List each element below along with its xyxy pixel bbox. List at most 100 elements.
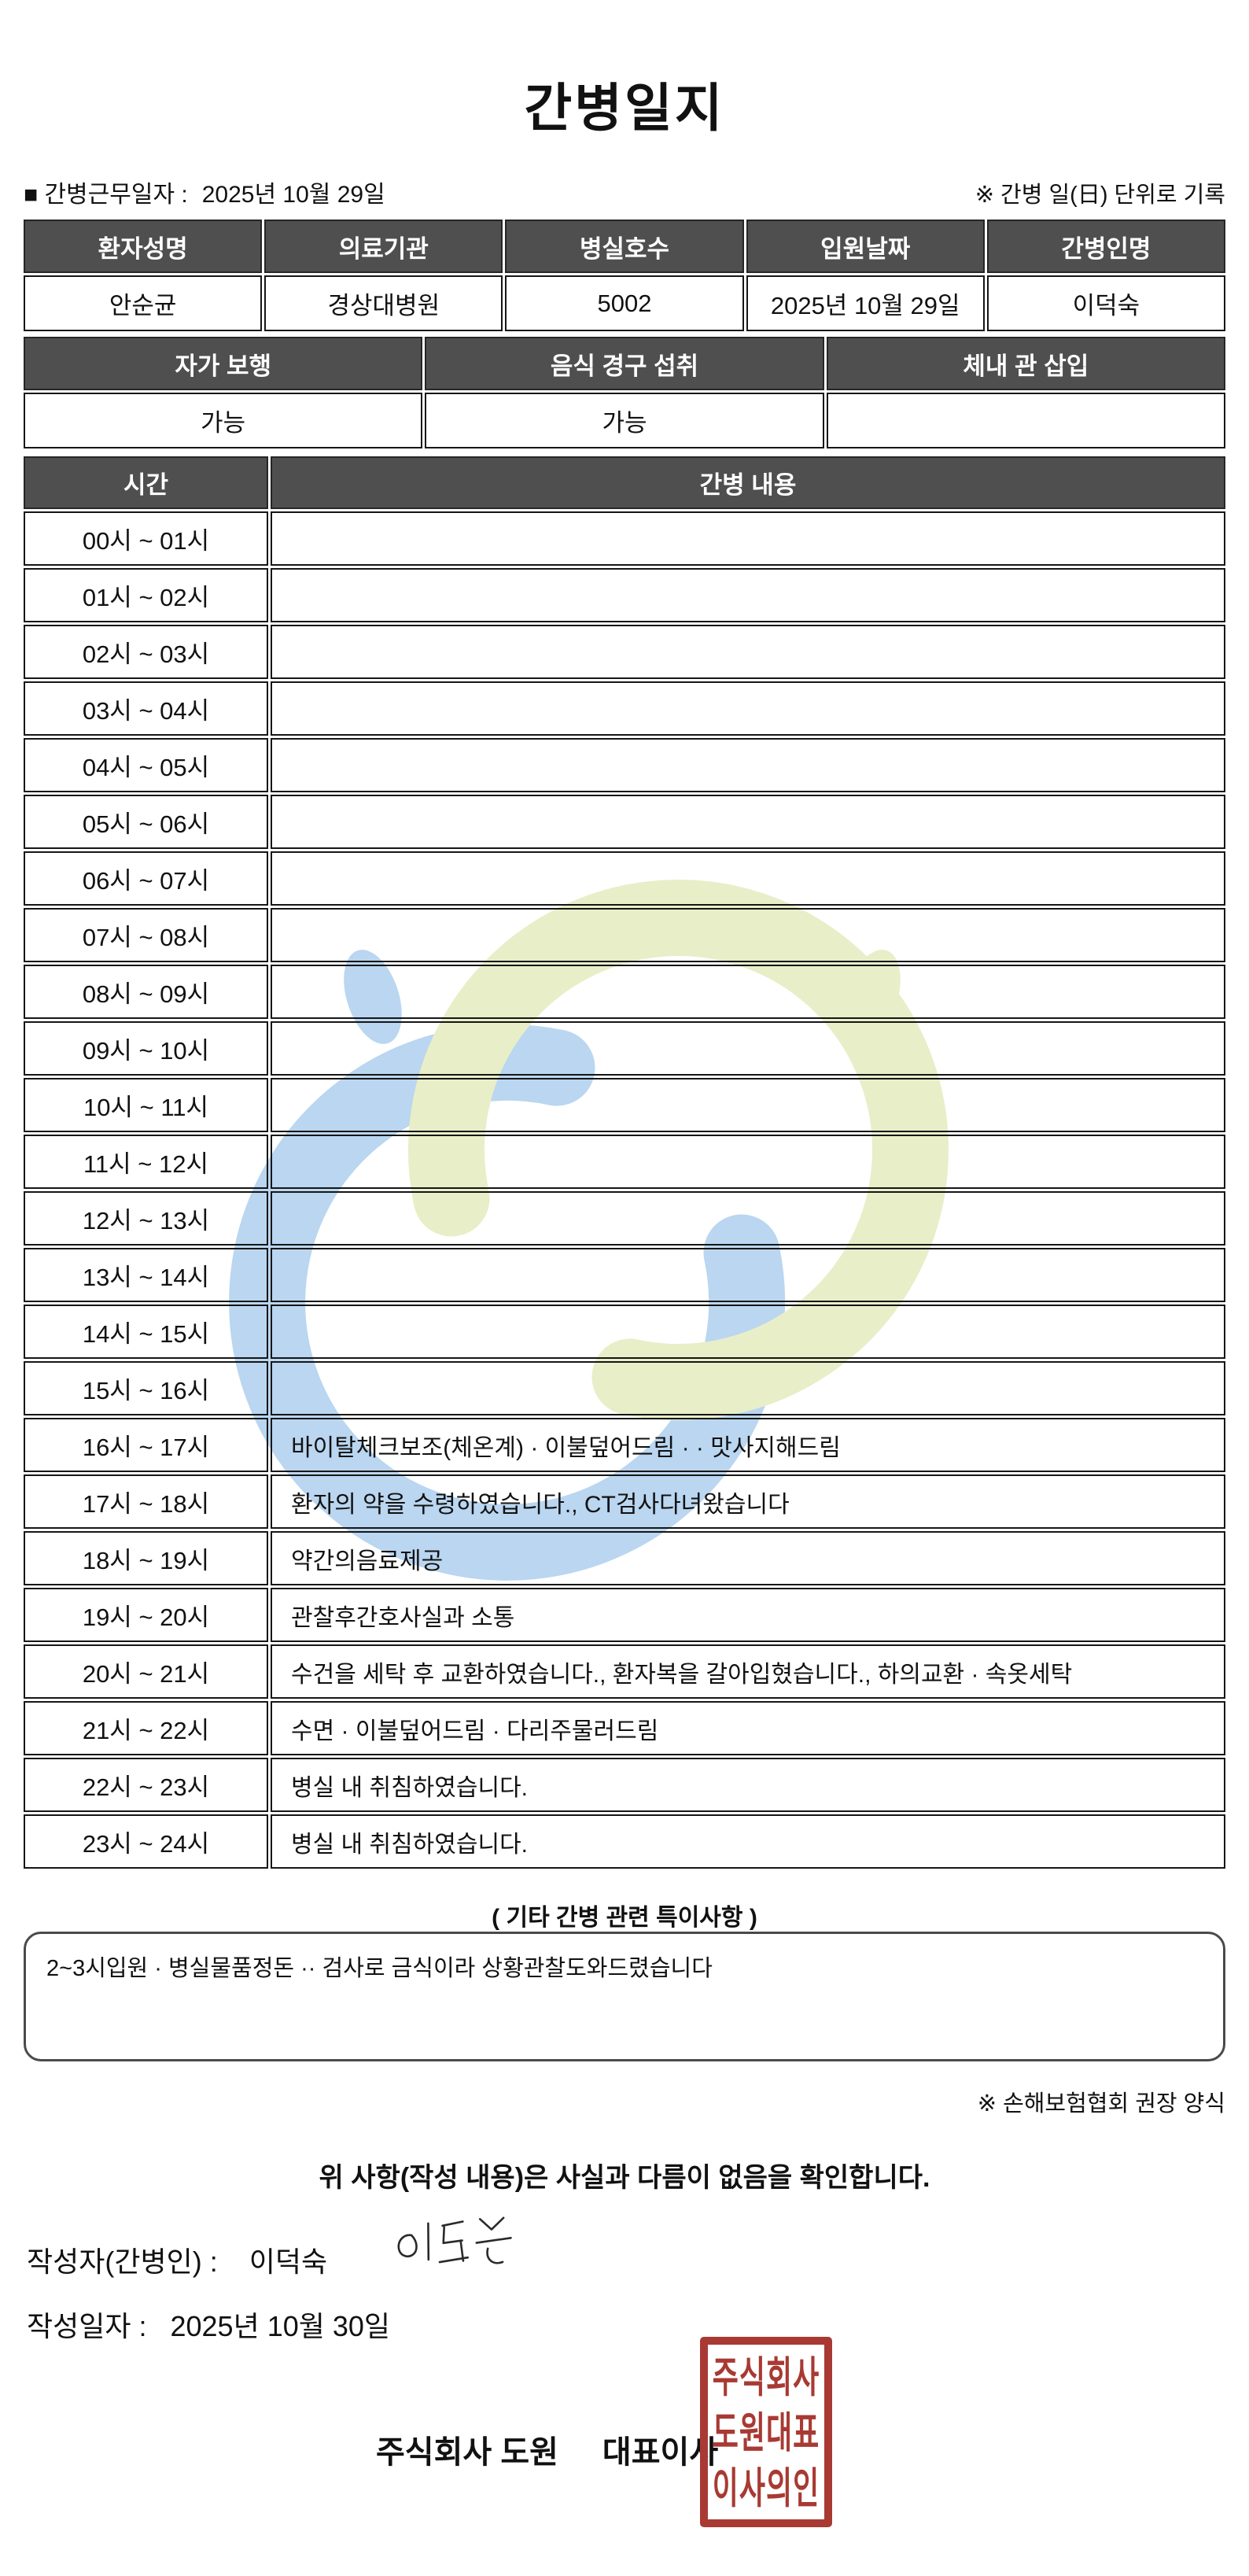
company-title: 대표이사 bbox=[602, 2435, 719, 2470]
time-cell: 01시 ~ 02시 bbox=[24, 568, 268, 622]
content-cell bbox=[271, 625, 1225, 679]
log-row: 00시 ~ 01시 bbox=[24, 511, 1225, 566]
content-cell: 약간의음료제공 bbox=[271, 1531, 1225, 1585]
time-cell: 20시 ~ 21시 bbox=[24, 1644, 268, 1699]
write-date-value: 2025년 10월 30일 bbox=[170, 2310, 391, 2342]
content-cell bbox=[271, 738, 1225, 792]
tube-insertion-header: 체내 관 삽입 bbox=[826, 337, 1225, 390]
time-cell: 11시 ~ 12시 bbox=[24, 1135, 268, 1189]
patient-info-value-row: 안순균 경상대병원 5002 2025년 10월 29일 이덕숙 bbox=[24, 275, 1226, 331]
log-row: 08시 ~ 09시 bbox=[24, 965, 1225, 1019]
write-date-row: 작성일자 : 2025년 10월 30일 bbox=[27, 2304, 390, 2345]
patient-status-table: 자가 보행 음식 경구 섭취 체내 관 삽입 가능 가능 bbox=[24, 337, 1225, 448]
time-header: 시간 bbox=[24, 456, 268, 509]
log-row: 23시 ~ 24시 병실 내 취침하였습니다. bbox=[24, 1814, 1225, 1869]
patient-info-table: 환자성명 의료기관 병실호수 입원날짜 간병인명 안순균 경상대병원 5002 … bbox=[24, 220, 1226, 331]
admission-date-value: 2025년 10월 29일 bbox=[746, 275, 985, 331]
time-cell: 21시 ~ 22시 bbox=[24, 1701, 268, 1755]
special-notes-title: ( 기타 간병 관련 특이사항 ) bbox=[492, 1905, 757, 1931]
content-cell: 수면 · 이불덮어드림 · 다리주물러드림 bbox=[271, 1701, 1225, 1755]
log-row: 18시 ~ 19시 약간의음료제공 bbox=[24, 1531, 1225, 1585]
time-cell: 16시 ~ 17시 bbox=[24, 1418, 268, 1472]
time-cell: 09시 ~ 10시 bbox=[24, 1021, 268, 1076]
self-walking-value: 가능 bbox=[24, 393, 423, 448]
content-cell bbox=[271, 568, 1225, 622]
time-cell: 06시 ~ 07시 bbox=[24, 851, 268, 906]
time-cell: 10시 ~ 11시 bbox=[24, 1078, 268, 1132]
log-row: 07시 ~ 08시 bbox=[24, 908, 1225, 962]
time-cell: 07시 ~ 08시 bbox=[24, 908, 268, 962]
corporate-seal-text: 주식회사 도원대표 이사의인 bbox=[712, 2352, 820, 2512]
content-cell bbox=[271, 1135, 1225, 1189]
content-cell bbox=[271, 965, 1225, 1019]
hospital-value: 경상대병원 bbox=[264, 275, 503, 331]
confirmation-statement: 위 사항(작성 내용)은 사실과 다름이 없음을 확인합니다. bbox=[319, 2163, 930, 2193]
work-date-value: 2025년 10월 29일 bbox=[201, 182, 385, 208]
time-cell: 15시 ~ 16시 bbox=[24, 1361, 268, 1415]
record-unit-note: ※ 간병 일(日) 단위로 기록 bbox=[975, 183, 1225, 208]
log-row: 22시 ~ 23시 병실 내 취침하였습니다. bbox=[24, 1758, 1225, 1812]
care-log-header-row: 시간 간병 내용 bbox=[24, 456, 1225, 509]
company-line: 주식회사 도원 대표이사 bbox=[376, 2427, 718, 2472]
form-recommendation-note: ※ 손해보험협회 권장 양식 bbox=[977, 2091, 1225, 2117]
company-name: 주식회사 도원 bbox=[376, 2435, 558, 2470]
meta-row: ■ 간병근무일자 : 2025년 10월 29일 ※ 간병 일(日) 단위로 기… bbox=[24, 175, 1225, 209]
log-row: 15시 ~ 16시 bbox=[24, 1361, 1225, 1415]
time-cell: 17시 ~ 18시 bbox=[24, 1474, 268, 1529]
content-cell bbox=[271, 1361, 1225, 1415]
log-row: 06시 ~ 07시 bbox=[24, 851, 1225, 906]
log-row: 02시 ~ 03시 bbox=[24, 625, 1225, 679]
care-log-table: 시간 간병 내용 00시 ~ 01시 01시 ~ 02시 02시 ~ 03시 0… bbox=[24, 456, 1225, 1869]
write-date-label: 작성일자 : bbox=[27, 2310, 147, 2342]
time-cell: 05시 ~ 06시 bbox=[24, 795, 268, 849]
log-row: 13시 ~ 14시 bbox=[24, 1248, 1225, 1302]
care-content-header: 간병 내용 bbox=[271, 456, 1225, 509]
content-cell bbox=[271, 511, 1225, 566]
log-row: 05시 ~ 06시 bbox=[24, 795, 1225, 849]
special-notes-box: 2~3시입원 · 병실물품정돈 ·· 검사로 금식이라 상황관찰도와드렸습니다 bbox=[24, 1932, 1225, 2061]
admission-date-header: 입원날짜 bbox=[746, 220, 985, 273]
log-row: 16시 ~ 17시 바이탈체크보조(체온계) · 이불덮어드림 · · 맛사지해드… bbox=[24, 1418, 1225, 1472]
time-cell: 18시 ~ 19시 bbox=[24, 1531, 268, 1585]
content-cell: 바이탈체크보조(체온계) · 이불덮어드림 · · 맛사지해드림 bbox=[271, 1418, 1225, 1472]
patient-name-header: 환자성명 bbox=[24, 220, 263, 273]
content-cell: 환자의 약을 수령하였습니다., CT검사다녀왔습니다 bbox=[271, 1474, 1225, 1529]
patient-info-header-row: 환자성명 의료기관 병실호수 입원날짜 간병인명 bbox=[24, 220, 1226, 273]
time-cell: 12시 ~ 13시 bbox=[24, 1191, 268, 1246]
status-header-row: 자가 보행 음식 경구 섭취 체내 관 삽입 bbox=[24, 337, 1225, 390]
content-cell bbox=[271, 1305, 1225, 1359]
log-row: 10시 ~ 11시 bbox=[24, 1078, 1225, 1132]
time-cell: 04시 ~ 05시 bbox=[24, 738, 268, 792]
handwritten-signature bbox=[397, 2216, 512, 2264]
content-cell: 병실 내 취침하였습니다. bbox=[271, 1758, 1225, 1812]
caregiver-name-value: 이덕숙 bbox=[986, 275, 1226, 331]
log-row: 11시 ~ 12시 bbox=[24, 1135, 1225, 1189]
status-value-row: 가능 가능 bbox=[24, 393, 1225, 448]
writer-label: 작성자(간병인) : bbox=[27, 2246, 218, 2278]
log-row: 17시 ~ 18시 환자의 약을 수령하였습니다., CT검사다녀왔습니다 bbox=[24, 1474, 1225, 1529]
content-cell: 병실 내 취침하였습니다. bbox=[271, 1814, 1225, 1869]
log-row: 19시 ~ 20시 관찰후간호사실과 소통 bbox=[24, 1588, 1225, 1642]
time-cell: 08시 ~ 09시 bbox=[24, 965, 268, 1019]
self-walking-header: 자가 보행 bbox=[24, 337, 423, 390]
content-cell bbox=[271, 1191, 1225, 1246]
writer-name: 이덕숙 bbox=[249, 2246, 328, 2278]
hospital-header: 의료기관 bbox=[264, 220, 503, 273]
time-cell: 22시 ~ 23시 bbox=[24, 1758, 268, 1812]
room-number-value: 5002 bbox=[505, 275, 744, 331]
log-row: 12시 ~ 13시 bbox=[24, 1191, 1225, 1246]
time-cell: 03시 ~ 04시 bbox=[24, 681, 268, 736]
room-number-header: 병실호수 bbox=[505, 220, 744, 273]
oral-intake-header: 음식 경구 섭취 bbox=[425, 337, 824, 390]
corporate-seal-stamp: 주식회사 도원대표 이사의인 bbox=[700, 2337, 832, 2527]
content-cell bbox=[271, 795, 1225, 849]
writer-row: 작성자(간병인) : 이덕숙 bbox=[27, 2239, 327, 2280]
log-row: 21시 ~ 22시 수면 · 이불덮어드림 · 다리주물러드림 bbox=[24, 1701, 1225, 1755]
oral-intake-value: 가능 bbox=[425, 393, 824, 448]
content-cell bbox=[271, 908, 1225, 962]
time-cell: 19시 ~ 20시 bbox=[24, 1588, 268, 1642]
log-row: 20시 ~ 21시 수건을 세탁 후 교환하였습니다., 환자복을 갈아입혔습니다… bbox=[24, 1644, 1225, 1699]
time-cell: 14시 ~ 15시 bbox=[24, 1305, 268, 1359]
time-cell: 13시 ~ 14시 bbox=[24, 1248, 268, 1302]
content-cell bbox=[271, 851, 1225, 906]
